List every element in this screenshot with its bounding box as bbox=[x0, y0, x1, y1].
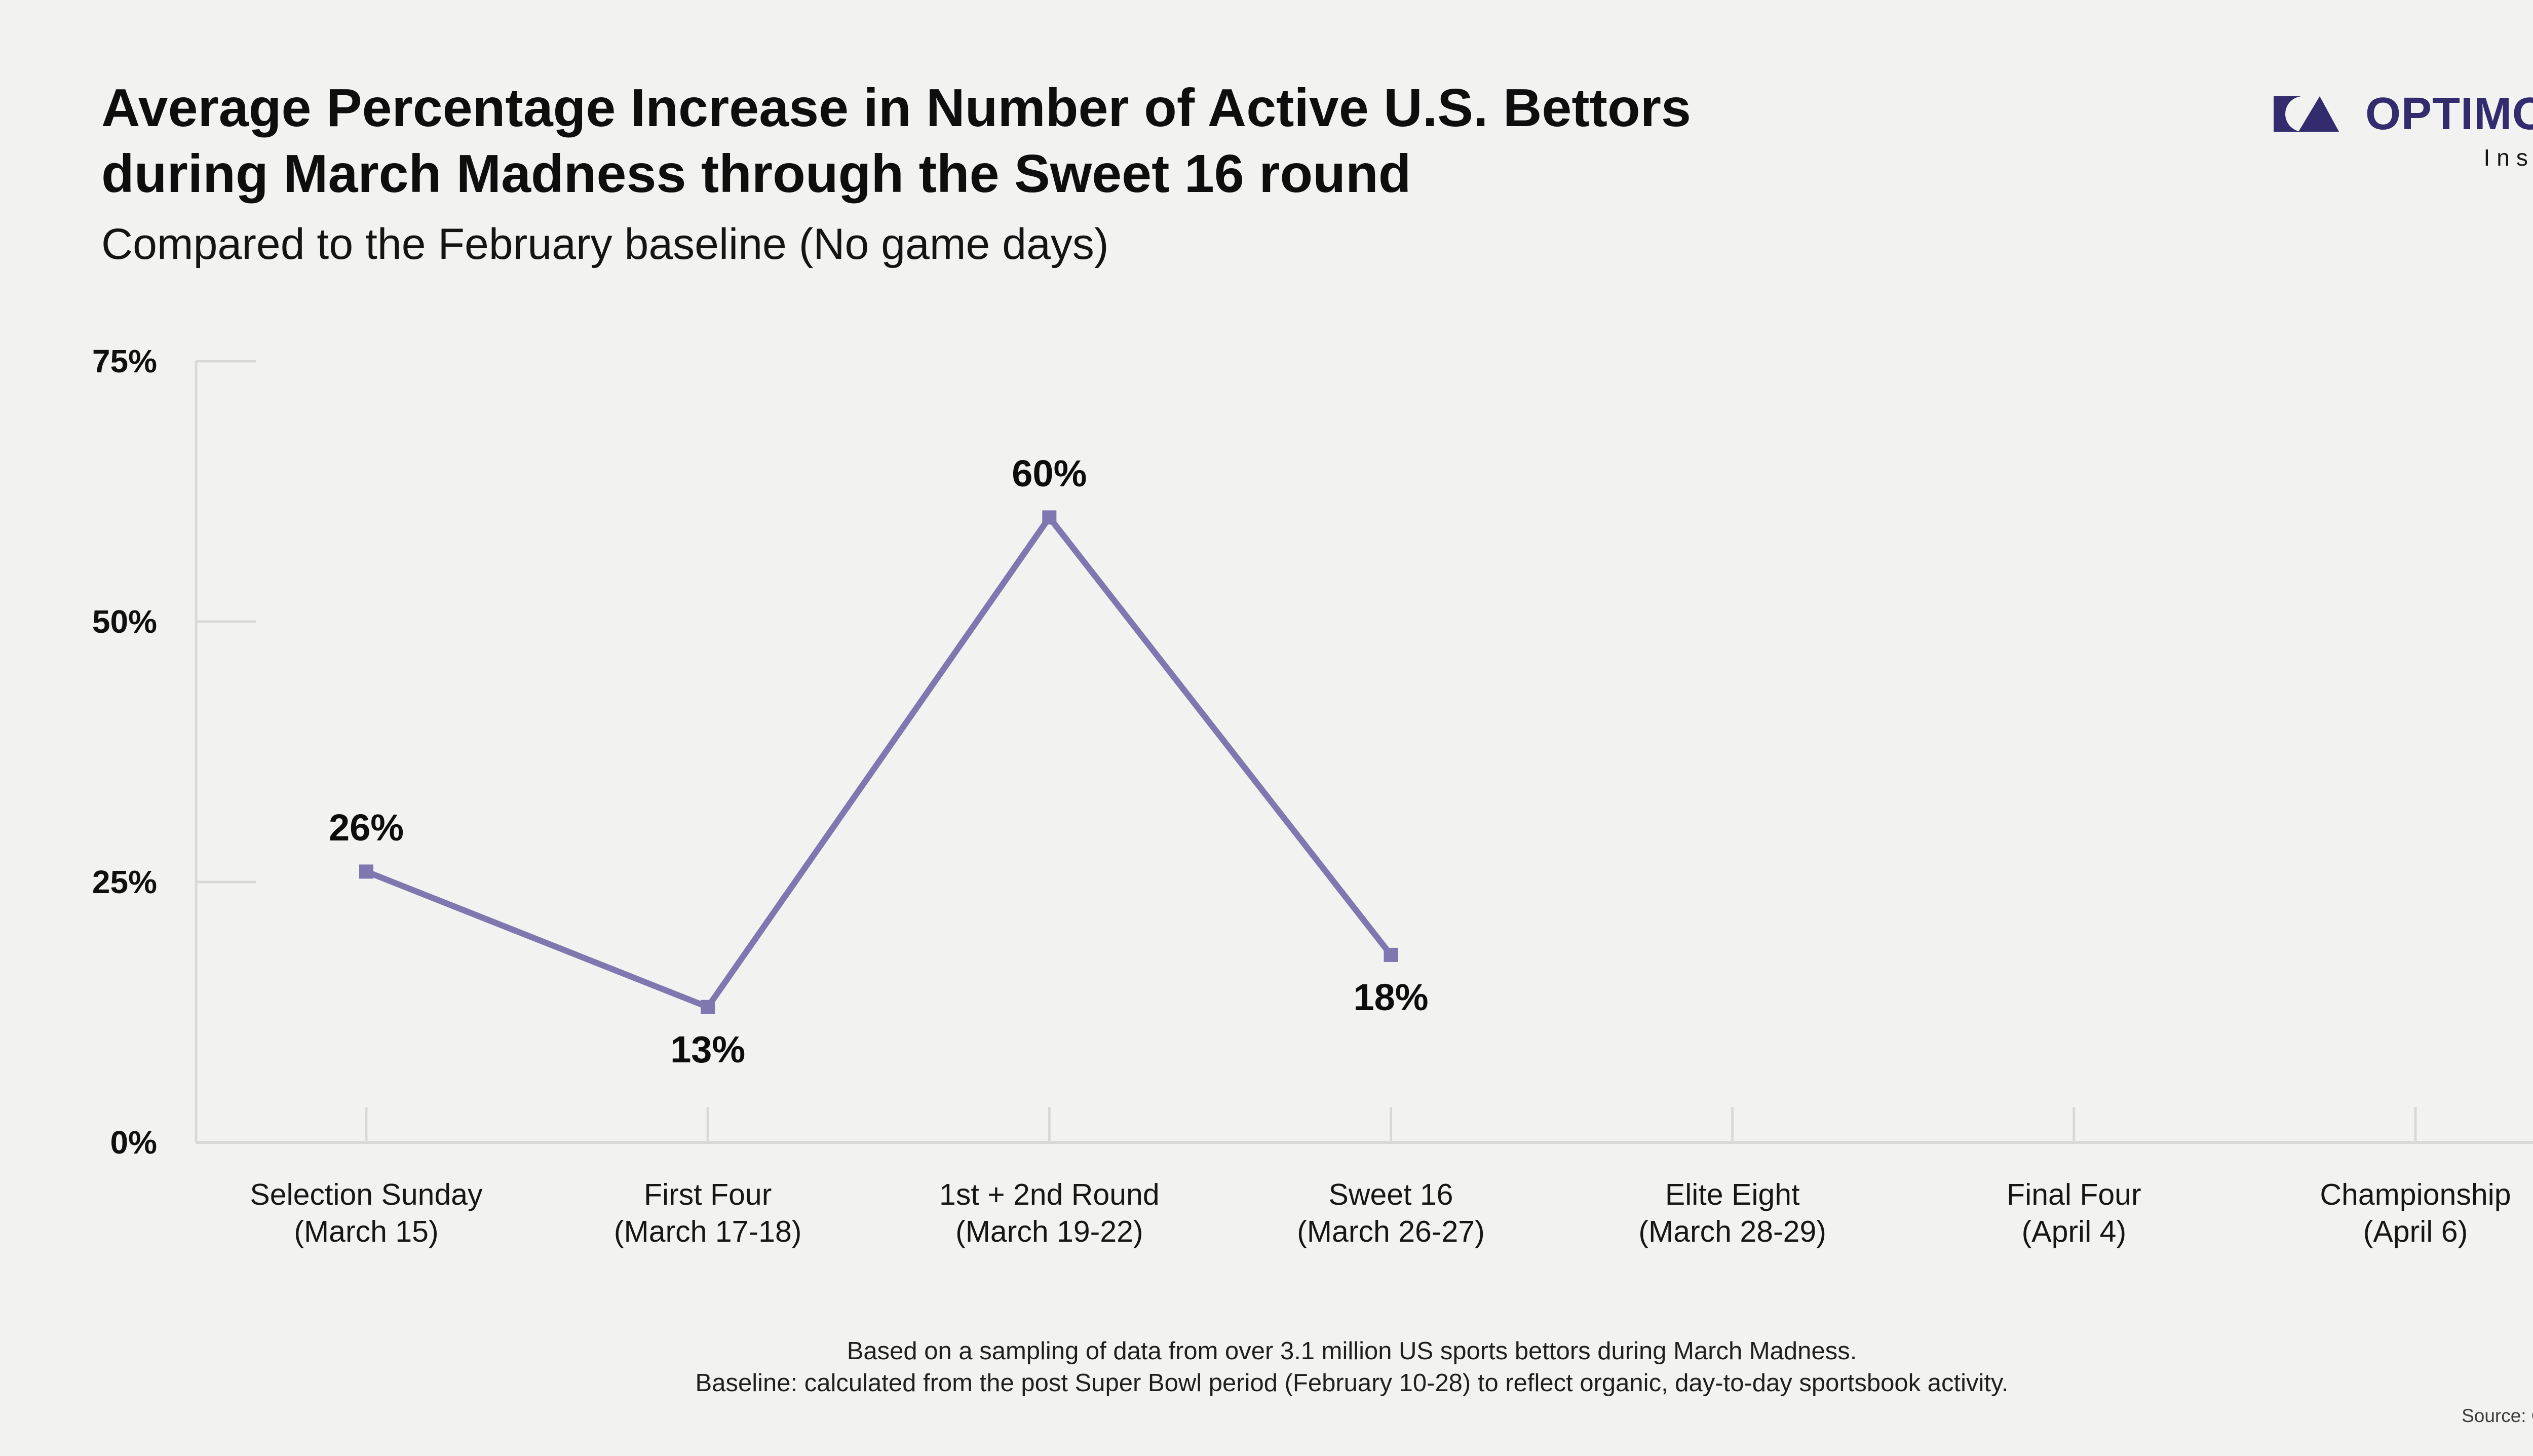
optimove-logo-wordmark: OPTIMOVE bbox=[2365, 89, 2533, 139]
optimove-logo-row: OPTIMOVE bbox=[2273, 89, 2533, 139]
chart-title: Average Percentage Increase in Number of… bbox=[101, 75, 1691, 207]
chart-subtitle: Compared to the February baseline (No ga… bbox=[101, 220, 1109, 269]
series-marker bbox=[359, 864, 373, 879]
series-marker bbox=[1042, 510, 1057, 525]
chart-footnote: Based on a sampling of data from over 3.… bbox=[0, 1335, 2533, 1399]
series-line bbox=[365, 512, 1394, 1011]
footnote-line2: Baseline: calculated from the post Super… bbox=[695, 1369, 2009, 1397]
series-marker bbox=[701, 1000, 715, 1014]
series-marker bbox=[1384, 947, 1398, 962]
chart-title-line1: Average Percentage Increase in Number of… bbox=[101, 78, 1691, 138]
chart-title-line2: during March Madness through the Sweet 1… bbox=[101, 144, 1411, 204]
source-attribution: Source: Optimove Insights bbox=[2462, 1405, 2533, 1426]
optimove-logo: OPTIMOVE Insights bbox=[2273, 89, 2533, 171]
optimove-logo-icon bbox=[2273, 96, 2339, 132]
footnote-line1: Based on a sampling of data from over 3.… bbox=[847, 1337, 1857, 1365]
optimove-logo-tagline: Insights bbox=[2483, 144, 2533, 171]
